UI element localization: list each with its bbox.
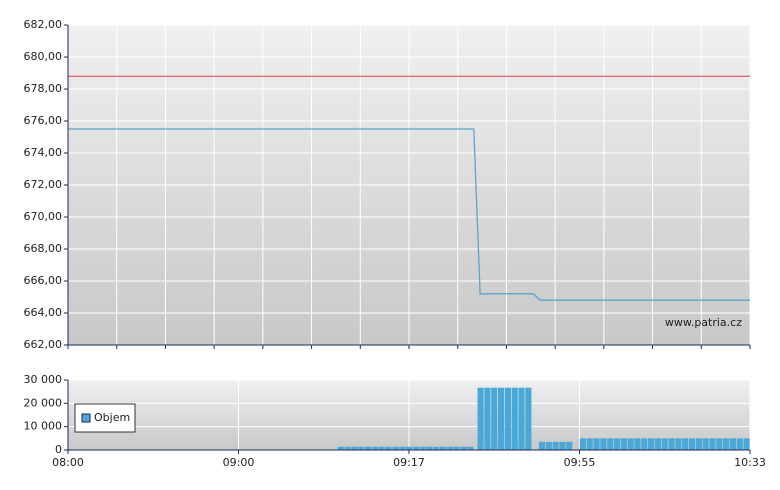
volume-bar: [620, 438, 627, 450]
volume-bar: [525, 387, 532, 450]
y-tick-label: 0: [55, 443, 62, 456]
x-tick-label: 08:00: [52, 456, 84, 469]
volume-bar: [467, 446, 474, 450]
volume-bar: [723, 438, 730, 450]
y-tick-label: 664,00: [24, 306, 63, 319]
volume-bar: [419, 446, 426, 450]
volume-bar: [446, 446, 453, 450]
volume-bar: [491, 387, 498, 450]
volume-bar: [440, 446, 447, 450]
volume-bar: [661, 438, 668, 450]
volume-bar: [695, 438, 702, 450]
volume-bar: [607, 438, 614, 450]
volume-bar: [641, 438, 648, 450]
volume-bar: [378, 446, 385, 450]
x-tick-label: 10:33: [734, 456, 766, 469]
volume-bar: [702, 438, 709, 450]
volume-bar: [552, 441, 559, 450]
volume-bar: [600, 438, 607, 450]
y-tick-label: 662,00: [24, 338, 63, 351]
volume-bar: [504, 387, 511, 450]
volume-bar: [648, 438, 655, 450]
volume-bar: [385, 446, 392, 450]
y-tick-label: 668,00: [24, 242, 63, 255]
volume-bar: [736, 438, 743, 450]
volume-bar: [371, 446, 378, 450]
volume-bar: [484, 387, 491, 450]
volume-bar: [668, 438, 675, 450]
watermark: www.patria.cz: [665, 316, 742, 329]
volume-bar: [559, 441, 566, 450]
volume-bar: [586, 438, 593, 450]
y-tick-label: 674,00: [24, 146, 63, 159]
volume-bar: [688, 438, 696, 450]
y-tick-label: 670,00: [24, 210, 63, 223]
volume-bar: [351, 446, 358, 450]
volume-bar: [566, 441, 573, 450]
y-tick-label: 676,00: [24, 114, 63, 127]
volume-bar: [545, 441, 552, 450]
volume-bar: [460, 446, 467, 450]
legend-label: Objem: [94, 411, 130, 424]
y-tick-label: 680,00: [24, 50, 63, 63]
volume-bar: [399, 446, 406, 450]
volume-bar: [675, 438, 682, 450]
volume-bar: [634, 438, 641, 450]
volume-bar: [511, 387, 518, 450]
y-tick-label: 10 000: [24, 420, 63, 433]
y-tick-label: 672,00: [24, 178, 63, 191]
volume-bar: [365, 446, 372, 450]
volume-bar: [593, 438, 600, 450]
y-tick-label: 30 000: [24, 373, 63, 386]
y-tick-label: 666,00: [24, 274, 63, 287]
volume-bar: [654, 438, 661, 450]
volume-bar: [682, 438, 689, 450]
legend-swatch: [81, 413, 91, 423]
x-tick-label: 09:17: [393, 456, 425, 469]
volume-bar: [477, 387, 484, 450]
volume-bar: [579, 438, 586, 450]
y-tick-label: 682,00: [24, 18, 63, 31]
volume-bar: [518, 387, 525, 450]
volume-bar: [358, 446, 365, 450]
volume-bar: [344, 446, 351, 450]
volume-bar: [729, 438, 737, 450]
volume-bar: [433, 446, 440, 450]
volume-bar: [453, 446, 460, 450]
y-tick-label: 678,00: [24, 82, 63, 95]
volume-bar: [613, 438, 621, 450]
volume-bar: [627, 438, 634, 450]
volume-bar: [716, 438, 723, 450]
price-line: [68, 128, 750, 301]
volume-bar: [337, 446, 344, 450]
x-tick-label: 09:00: [223, 456, 255, 469]
volume-bar: [405, 446, 413, 450]
x-tick-label: 09:55: [564, 456, 596, 469]
volume-bar: [743, 438, 750, 450]
volume-bar: [538, 441, 546, 450]
y-tick-label: 20 000: [24, 396, 63, 409]
volume-bar: [709, 438, 716, 450]
volume-bar: [392, 446, 399, 450]
volume-bar: [498, 387, 505, 450]
volume-bar: [412, 446, 419, 450]
volume-bar: [426, 446, 433, 450]
